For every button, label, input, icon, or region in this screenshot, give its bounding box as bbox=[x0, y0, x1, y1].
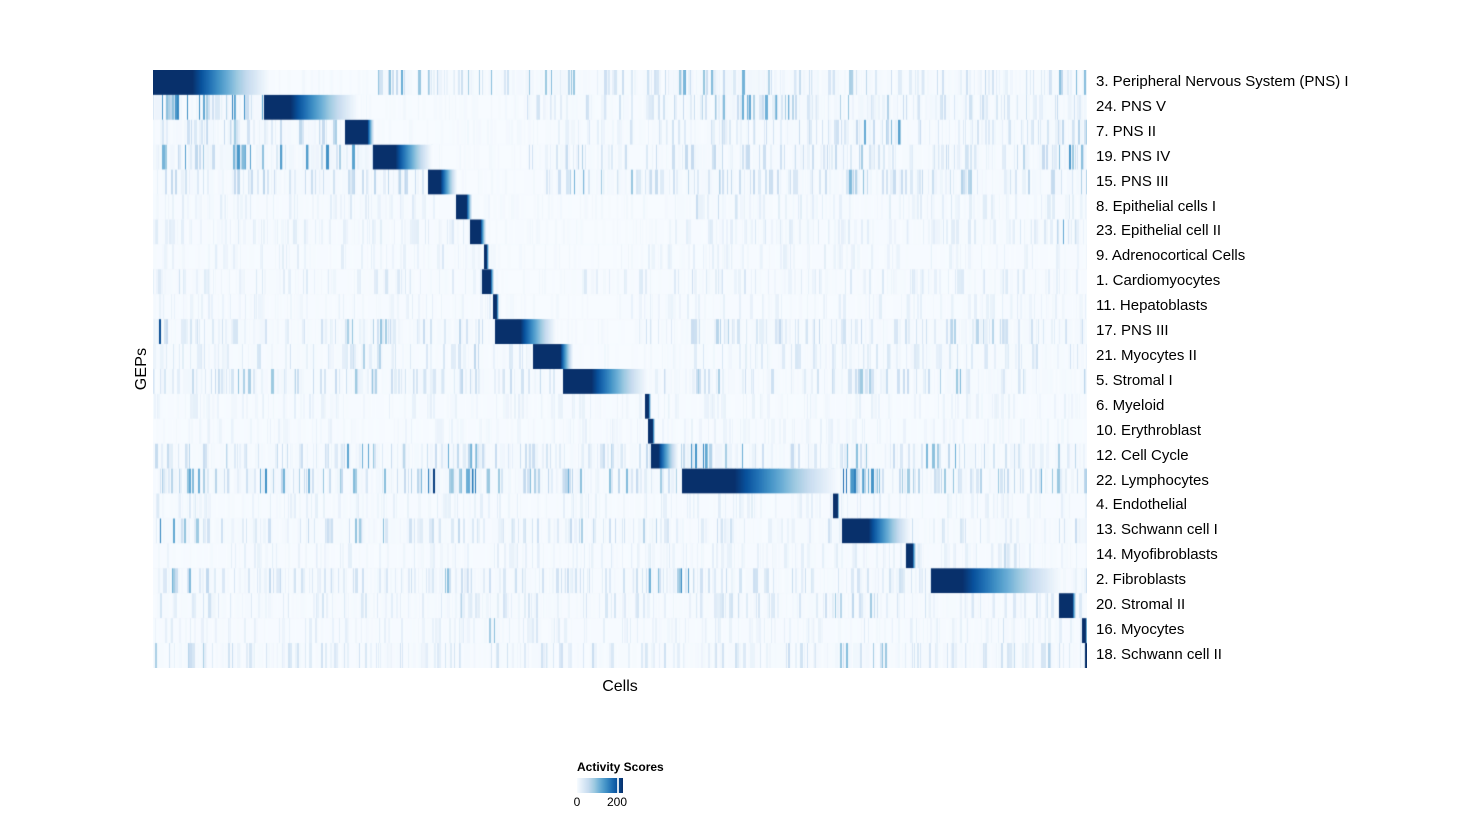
gep-row-label: 2. Fibroblasts bbox=[1096, 571, 1187, 589]
gep-row-label: 15. PNS III bbox=[1096, 172, 1169, 190]
gep-row-label: 18. Schwann cell II bbox=[1096, 645, 1222, 663]
gep-row-label: 16. Myocytes bbox=[1096, 620, 1185, 638]
gep-row-label: 9. Adrenocortical Cells bbox=[1096, 247, 1246, 265]
gep-row-label: 10. Erythroblast bbox=[1096, 421, 1202, 439]
gep-row-label: 14. Myofibroblasts bbox=[1096, 546, 1218, 564]
heatmap-canvas bbox=[153, 70, 1087, 668]
legend-200-tick-mark bbox=[617, 778, 620, 793]
legend-title: Activity Scores bbox=[577, 760, 664, 774]
legend-tick-label-0: 0 bbox=[573, 795, 581, 809]
legend-tick-label-200: 200 bbox=[607, 795, 628, 809]
gep-row-label: 24. PNS V bbox=[1096, 97, 1167, 115]
legend-gradient-bar bbox=[577, 778, 623, 793]
gep-row-label: 17. PNS III bbox=[1096, 322, 1169, 340]
gep-row-label: 7. PNS II bbox=[1096, 122, 1157, 140]
gep-row-label: 19. PNS IV bbox=[1096, 147, 1171, 165]
gep-row-label: 3. Peripheral Nervous System (PNS) I bbox=[1096, 73, 1349, 90]
activity-scores-legend: Activity Scores 0 200 bbox=[573, 760, 697, 809]
gep-row-label: 8. Epithelial cells I bbox=[1096, 197, 1217, 215]
gep-row-label: 4. Endothelial bbox=[1096, 496, 1187, 514]
gep-row-label: 23. Epithelial cell II bbox=[1096, 222, 1222, 240]
gep-row-label: 20. Stromal II bbox=[1096, 596, 1186, 614]
gep-row-label: 12. Cell Cycle bbox=[1096, 446, 1189, 464]
gep-row-label: 22. Lymphocytes bbox=[1096, 471, 1209, 489]
gep-row-label: 11. Hepatoblasts bbox=[1096, 297, 1208, 315]
y-axis-label: GEPs bbox=[133, 347, 150, 391]
x-axis-label: Cells bbox=[602, 678, 638, 695]
legend-tick-labels: 0 200 bbox=[573, 795, 627, 809]
gep-row-label: 21. Myocytes II bbox=[1096, 346, 1197, 364]
gep-row-label: 6. Myeloid bbox=[1096, 396, 1165, 414]
gep-row-label: 13. Schwann cell I bbox=[1096, 521, 1218, 539]
gep-row-label: 1. Cardiomyocytes bbox=[1096, 272, 1221, 290]
gep-row-labels: 3. Peripheral Nervous System (PNS) I 24. … bbox=[1096, 70, 1456, 668]
gep-row-label: 5. Stromal I bbox=[1096, 371, 1173, 389]
